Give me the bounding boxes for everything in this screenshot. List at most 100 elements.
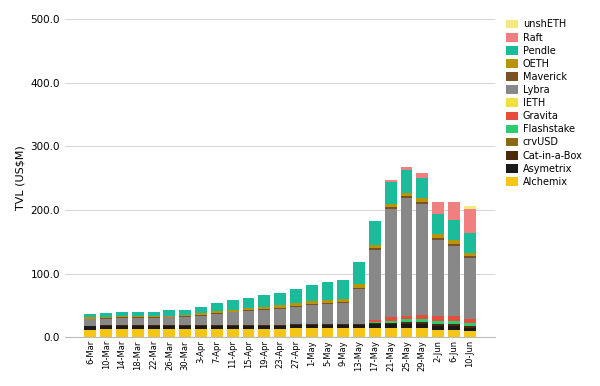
Bar xyxy=(464,326,476,328)
Bar xyxy=(211,303,223,311)
Bar xyxy=(116,326,128,329)
Bar xyxy=(416,178,428,198)
Bar xyxy=(290,290,302,303)
Bar xyxy=(464,234,476,252)
Bar xyxy=(369,322,381,323)
Bar xyxy=(416,173,428,178)
Bar xyxy=(211,325,223,326)
Bar xyxy=(369,325,381,328)
Bar xyxy=(259,325,270,326)
Bar xyxy=(274,293,286,305)
Bar xyxy=(100,326,112,329)
Bar xyxy=(227,325,239,326)
Bar xyxy=(116,316,128,318)
Bar xyxy=(85,327,97,330)
Bar xyxy=(227,310,239,312)
Bar xyxy=(385,323,397,325)
Bar xyxy=(306,325,317,328)
Bar xyxy=(259,326,270,329)
Bar xyxy=(195,306,207,313)
Bar xyxy=(401,193,412,196)
Bar xyxy=(227,326,239,329)
Bar xyxy=(163,329,175,337)
Bar xyxy=(401,325,412,328)
Bar xyxy=(432,238,444,240)
Bar xyxy=(448,316,460,321)
Bar xyxy=(259,306,270,309)
Bar xyxy=(401,319,412,322)
Bar xyxy=(274,329,286,337)
Bar xyxy=(100,317,112,318)
Bar xyxy=(148,329,160,337)
Bar xyxy=(401,198,412,316)
Bar xyxy=(385,328,397,337)
Bar xyxy=(369,248,381,250)
Bar xyxy=(274,326,286,329)
Bar xyxy=(353,290,365,325)
Bar xyxy=(385,182,397,204)
Bar xyxy=(306,304,317,305)
Bar xyxy=(211,311,223,313)
Bar xyxy=(353,328,365,337)
Bar xyxy=(116,312,128,316)
Bar xyxy=(163,326,175,329)
Bar xyxy=(211,329,223,337)
Bar xyxy=(179,317,191,325)
Bar xyxy=(416,325,428,328)
Bar xyxy=(322,328,334,337)
Bar xyxy=(464,256,476,258)
Bar xyxy=(290,328,302,337)
Bar xyxy=(100,319,112,325)
Bar xyxy=(448,330,460,337)
Bar xyxy=(353,325,365,328)
Bar xyxy=(416,203,428,315)
Bar xyxy=(227,329,239,337)
Bar xyxy=(290,303,302,306)
Bar xyxy=(132,326,144,329)
Bar xyxy=(227,312,239,325)
Bar xyxy=(211,314,223,325)
Bar xyxy=(116,329,128,337)
Bar xyxy=(353,284,365,288)
Bar xyxy=(85,330,97,337)
Bar xyxy=(432,240,444,316)
Bar xyxy=(416,322,428,325)
Bar xyxy=(163,325,175,326)
Bar xyxy=(148,318,160,325)
Bar xyxy=(163,316,175,317)
Bar xyxy=(448,246,460,316)
Bar xyxy=(448,324,460,327)
Bar xyxy=(85,326,97,327)
Bar xyxy=(132,316,144,318)
Bar xyxy=(432,330,444,337)
Bar xyxy=(259,329,270,337)
Bar xyxy=(464,206,476,209)
Bar xyxy=(401,316,412,319)
Bar xyxy=(100,313,112,317)
Bar xyxy=(464,252,476,256)
Bar xyxy=(432,234,444,238)
Bar xyxy=(369,245,381,248)
Bar xyxy=(179,316,191,317)
Bar xyxy=(401,167,412,171)
Bar xyxy=(132,312,144,316)
Bar xyxy=(290,325,302,328)
Bar xyxy=(416,201,428,203)
Bar xyxy=(179,329,191,337)
Bar xyxy=(116,325,128,326)
Bar xyxy=(148,325,160,326)
Bar xyxy=(179,315,191,316)
Bar xyxy=(464,331,476,337)
Bar xyxy=(116,318,128,325)
Bar xyxy=(337,325,349,328)
Bar xyxy=(369,250,381,320)
Bar xyxy=(148,312,160,316)
Bar xyxy=(132,325,144,326)
Bar xyxy=(227,300,239,310)
Bar xyxy=(195,325,207,326)
Bar xyxy=(369,323,381,325)
Bar xyxy=(195,329,207,337)
Bar xyxy=(369,221,381,245)
Bar xyxy=(401,322,412,325)
Bar xyxy=(195,326,207,329)
